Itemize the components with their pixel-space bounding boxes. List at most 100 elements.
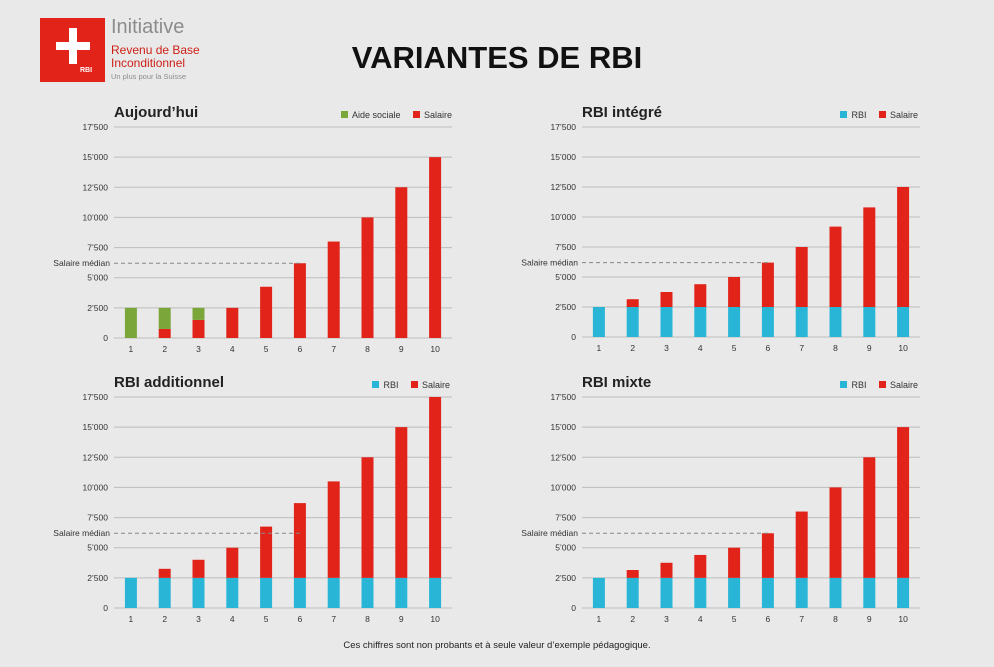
y-tick-label: 2’500 [87,573,108,583]
bar-segment-salaire [293,263,306,338]
legend-label: Aide sociale [351,110,401,120]
bar-segment-salaire [260,526,273,578]
bar-segment-rbi [795,307,808,337]
bar-segment-salaire [694,554,707,578]
x-tick-label: 10 [898,614,908,624]
bar-segment-salaire [158,328,171,338]
median-label: Salaire médian [521,528,578,538]
bar-segment-rbi [361,577,374,608]
bar-segment-rbi [863,307,876,337]
bar-segment-salaire [761,262,774,307]
legend-swatch [840,111,848,118]
bar-segment-rbi [626,577,639,608]
legend-rbi-additionnel: RBI Salaire [362,380,450,390]
legend-rbi-mixte: RBI Salaire [830,380,918,390]
bar-segment-rbi [761,577,774,608]
panel-title-rbi-additionnel: RBI additionnel [114,374,224,391]
bar-segment-rbi [592,307,605,337]
x-tick-label: 5 [732,614,737,624]
logo: RBI Initiative Revenu de Base Inconditio… [40,16,210,86]
bar-segment-salaire [192,319,205,338]
y-tick-label: 15’000 [82,152,108,162]
legend-swatch [372,381,380,388]
x-tick-label: 8 [833,614,838,624]
bar-segment-salaire [226,547,239,578]
bar-segment-salaire [260,286,273,338]
legend-swatch [878,381,886,388]
x-tick-label: 6 [766,614,771,624]
bar-segment-rbi [660,577,673,608]
x-tick-label: 9 [867,343,872,353]
bar-segment-salaire [293,503,306,578]
bar-segment-salaire [694,284,707,307]
y-tick-label: 17’500 [550,122,576,132]
y-tick-label: 15’000 [550,152,576,162]
bar-segment-rbi [327,577,340,608]
y-tick-label: 0 [571,603,576,613]
x-tick-label: 7 [799,343,804,353]
y-tick-label: 0 [103,333,108,343]
bar-segment-salaire [327,241,340,338]
bar-segment-rbi [897,577,910,608]
x-tick-label: 3 [664,343,669,353]
legend-item: Salaire [878,110,918,120]
legend-swatch [878,111,886,118]
x-tick-label: 3 [196,344,201,354]
bar-segment-rbi [226,577,239,608]
y-tick-label: 15’000 [550,422,576,432]
y-tick-label: 10’000 [550,212,576,222]
bar-segment-salaire [761,533,774,578]
bar-segment-salaire [395,427,408,578]
bar-segment-salaire [626,299,639,307]
bar-segment-rbi [293,577,306,608]
x-tick-label: 1 [597,614,602,624]
x-tick-label: 6 [298,344,303,354]
logo-line3: Inconditionnel [111,56,186,70]
logo-line2: Revenu de Base [111,43,200,57]
bar-segment-salaire [829,487,842,578]
legend-item: RBI [840,110,866,120]
bar-segment-rbi [192,577,205,608]
bar-segment-salaire [863,457,876,578]
x-tick-label: 7 [331,614,336,624]
y-tick-label: 5’000 [87,543,108,553]
x-tick-label: 10 [898,343,908,353]
y-tick-label: 7’500 [87,243,108,253]
bar-segment-salaire [327,481,340,578]
legend-label: Salaire [421,380,450,390]
bar-segment-rbi [660,307,673,337]
bar-segment-rbi [626,307,639,337]
y-tick-label: 10’000 [550,482,576,492]
legend-label: RBI [851,380,867,390]
legend-item: Aide sociale [340,110,401,120]
bar-segment-aide-sociale [124,307,137,338]
bar-segment-aide-sociale [192,307,205,320]
x-tick-label: 8 [833,343,838,353]
x-tick-label: 2 [162,614,167,624]
y-tick-label: 5’000 [555,272,576,282]
y-tick-label: 10’000 [82,212,108,222]
median-label: Salaire médian [53,258,110,268]
y-tick-label: 5’000 [555,543,576,553]
y-tick-label: 17’500 [550,392,576,402]
bar-segment-rbi [829,307,842,337]
bar-segment-rbi [863,577,876,608]
x-tick-label: 7 [799,614,804,624]
legend-swatch [410,381,418,388]
bar-segment-salaire [728,547,741,578]
y-tick-label: 7’500 [87,513,108,523]
bar-segment-salaire [626,570,639,578]
x-tick-label: 5 [732,343,737,353]
x-tick-label: 10 [430,614,440,624]
y-tick-label: 12’500 [82,452,108,462]
y-tick-label: 5’000 [87,273,108,283]
bar-segment-salaire [863,207,876,307]
bar-segment-salaire [226,307,239,338]
legend-label: RBI [383,380,399,390]
y-tick-label: 15’000 [82,422,108,432]
bar-segment-rbi [694,307,707,337]
x-tick-label: 9 [399,344,404,354]
x-tick-label: 2 [630,614,635,624]
y-tick-label: 7’500 [555,513,576,523]
